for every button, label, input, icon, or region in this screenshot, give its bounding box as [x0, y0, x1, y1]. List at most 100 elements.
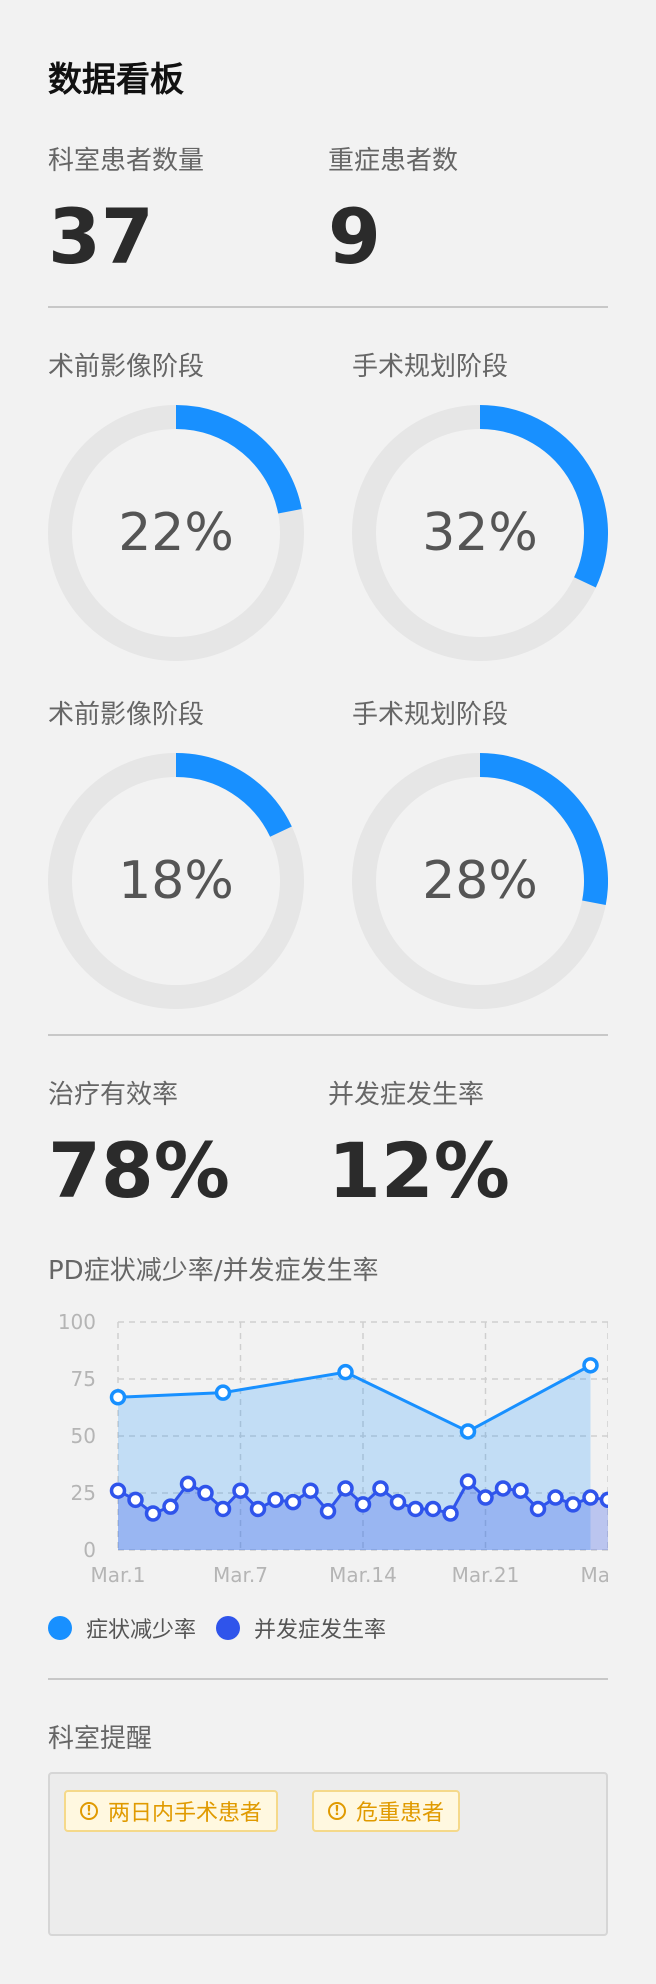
- x-tick-label: Mar.2: [581, 1563, 608, 1587]
- x-tick-label: Mar.1: [91, 1563, 146, 1587]
- page-title: 数据看板: [48, 60, 184, 100]
- data-point: [319, 1502, 337, 1520]
- data-point: [512, 1482, 529, 1499]
- stat-department-patients[interactable]: 科室患者数量 37: [48, 140, 328, 275]
- x-tick-label: Mar.21: [452, 1563, 520, 1587]
- data-point: [407, 1500, 424, 1518]
- ring-card-imaging-2[interactable]: 术前影像阶段 18%: [48, 694, 304, 1009]
- symptom-complication-chart[interactable]: 0 25 50 75 100 Mar.1 Mar.7 Mar.14 Mar.21 Mar.2: [48, 1296, 608, 1596]
- ring-label: 术前影像阶段: [48, 352, 205, 382]
- legend-dot-icon: [216, 1616, 241, 1640]
- patient-stats-row: 科室患者数量 37 重症患者数 9: [48, 140, 608, 275]
- data-point: [547, 1489, 564, 1506]
- ring-percent: 22%: [118, 503, 234, 563]
- stat-critical-patients[interactable]: 重症患者数 9: [328, 140, 608, 275]
- progress-ring: 32%: [352, 405, 608, 661]
- ring-card-planning-1[interactable]: 手术规划阶段 32%: [352, 346, 608, 661]
- data-point: [179, 1475, 197, 1493]
- data-point: [249, 1500, 267, 1518]
- stat-value: 37: [48, 192, 154, 281]
- data-point: [197, 1484, 214, 1502]
- data-point: [337, 1480, 354, 1497]
- data-point: [354, 1496, 372, 1513]
- tag-surgery-within-two-days[interactable]: ! 两日内手术患者: [64, 1790, 279, 1832]
- y-tick-label: 100: [58, 1310, 96, 1334]
- data-point: [337, 1363, 354, 1381]
- ring-percent: 28%: [422, 851, 538, 911]
- reminder-box: ! 两日内手术患者 ! 危重患者: [48, 1772, 608, 1936]
- divider: [48, 1034, 608, 1036]
- legend-dot-icon: [48, 1616, 72, 1640]
- chart-title: PD症状减少率/并发症发生率: [48, 1256, 379, 1286]
- progress-ring-graphic: [48, 405, 304, 661]
- progress-ring: 18%: [48, 753, 304, 1009]
- divider: [48, 1678, 608, 1680]
- x-tick-label: Mar.14: [329, 1563, 397, 1587]
- ring-percent: 18%: [118, 851, 234, 911]
- data-point: [389, 1493, 407, 1511]
- stat-label: 重症患者数: [328, 146, 459, 176]
- divider: [48, 306, 608, 308]
- tag-label: 两日内手术患者: [108, 1801, 263, 1826]
- data-point: [109, 1388, 127, 1406]
- legend-item-symptom[interactable]: 症状减少率: [48, 1612, 196, 1644]
- progress-ring-graphic: [352, 405, 608, 661]
- ring-percent: 32%: [422, 503, 538, 563]
- stat-label: 治疗有效率: [48, 1080, 179, 1110]
- stat-label: 并发症发生率: [328, 1080, 485, 1110]
- ring-progress-arc: [479, 405, 608, 588]
- data-point: [214, 1384, 232, 1401]
- data-point: [144, 1505, 162, 1522]
- stat-complication-rate[interactable]: 并发症发生率 12%: [328, 1074, 608, 1209]
- tag-critical-patients[interactable]: ! 危重患者: [312, 1790, 461, 1832]
- progress-ring-graphic: [48, 753, 304, 1009]
- data-point: [494, 1480, 512, 1497]
- y-tick-label: 75: [71, 1367, 96, 1391]
- data-point: [162, 1498, 179, 1515]
- alert-circle-icon: !: [328, 1802, 346, 1820]
- ring-label: 手术规划阶段: [352, 352, 509, 382]
- data-point: [442, 1505, 459, 1522]
- data-point: [372, 1480, 389, 1497]
- legend-label: 并发症发生率: [254, 1618, 387, 1643]
- y-tick-label: 50: [71, 1424, 96, 1448]
- stat-value: 78%: [48, 1126, 230, 1215]
- data-point: [302, 1482, 319, 1499]
- ring-progress-arc: [175, 405, 302, 514]
- data-point: [232, 1482, 249, 1499]
- data-point: [127, 1491, 144, 1509]
- progress-ring-graphic: [352, 753, 608, 1009]
- ring-card-planning-2[interactable]: 手术规划阶段 28%: [352, 694, 608, 1009]
- ring-label: 手术规划阶段: [352, 700, 509, 730]
- stat-treatment-efficacy[interactable]: 治疗有效率 78%: [48, 1074, 328, 1209]
- progress-ring: 28%: [352, 753, 608, 1009]
- data-point: [424, 1500, 442, 1518]
- stat-value: 9: [328, 192, 381, 281]
- y-tick-label: 0: [83, 1538, 96, 1562]
- ring-progress-arc: [175, 753, 292, 838]
- stat-label: 科室患者数量: [48, 146, 205, 176]
- data-point: [564, 1496, 582, 1513]
- x-tick-label: Mar.7: [213, 1563, 268, 1587]
- alert-circle-icon: !: [80, 1802, 98, 1820]
- tag-label: 危重患者: [356, 1801, 445, 1826]
- data-point: [459, 1423, 477, 1440]
- data-point: [582, 1357, 599, 1374]
- ring-card-imaging-1[interactable]: 术前影像阶段 22%: [48, 346, 304, 661]
- series-area: [118, 1365, 591, 1550]
- legend-item-complication[interactable]: 并发症发生率: [216, 1612, 386, 1644]
- reminder-title: 科室提醒: [48, 1724, 153, 1754]
- data-point: [214, 1500, 232, 1518]
- ring-progress-arc: [479, 753, 608, 905]
- data-point: [477, 1489, 494, 1506]
- data-point: [109, 1482, 127, 1499]
- data-point: [459, 1473, 477, 1490]
- y-tick-label: 25: [71, 1481, 96, 1505]
- data-point: [284, 1493, 302, 1511]
- treatment-stats-row: 治疗有效率 78% 并发症发生率 12%: [48, 1074, 608, 1209]
- stat-value: 12%: [328, 1126, 510, 1215]
- ring-label: 术前影像阶段: [48, 700, 205, 730]
- data-point: [267, 1491, 284, 1509]
- progress-ring: 22%: [48, 405, 304, 661]
